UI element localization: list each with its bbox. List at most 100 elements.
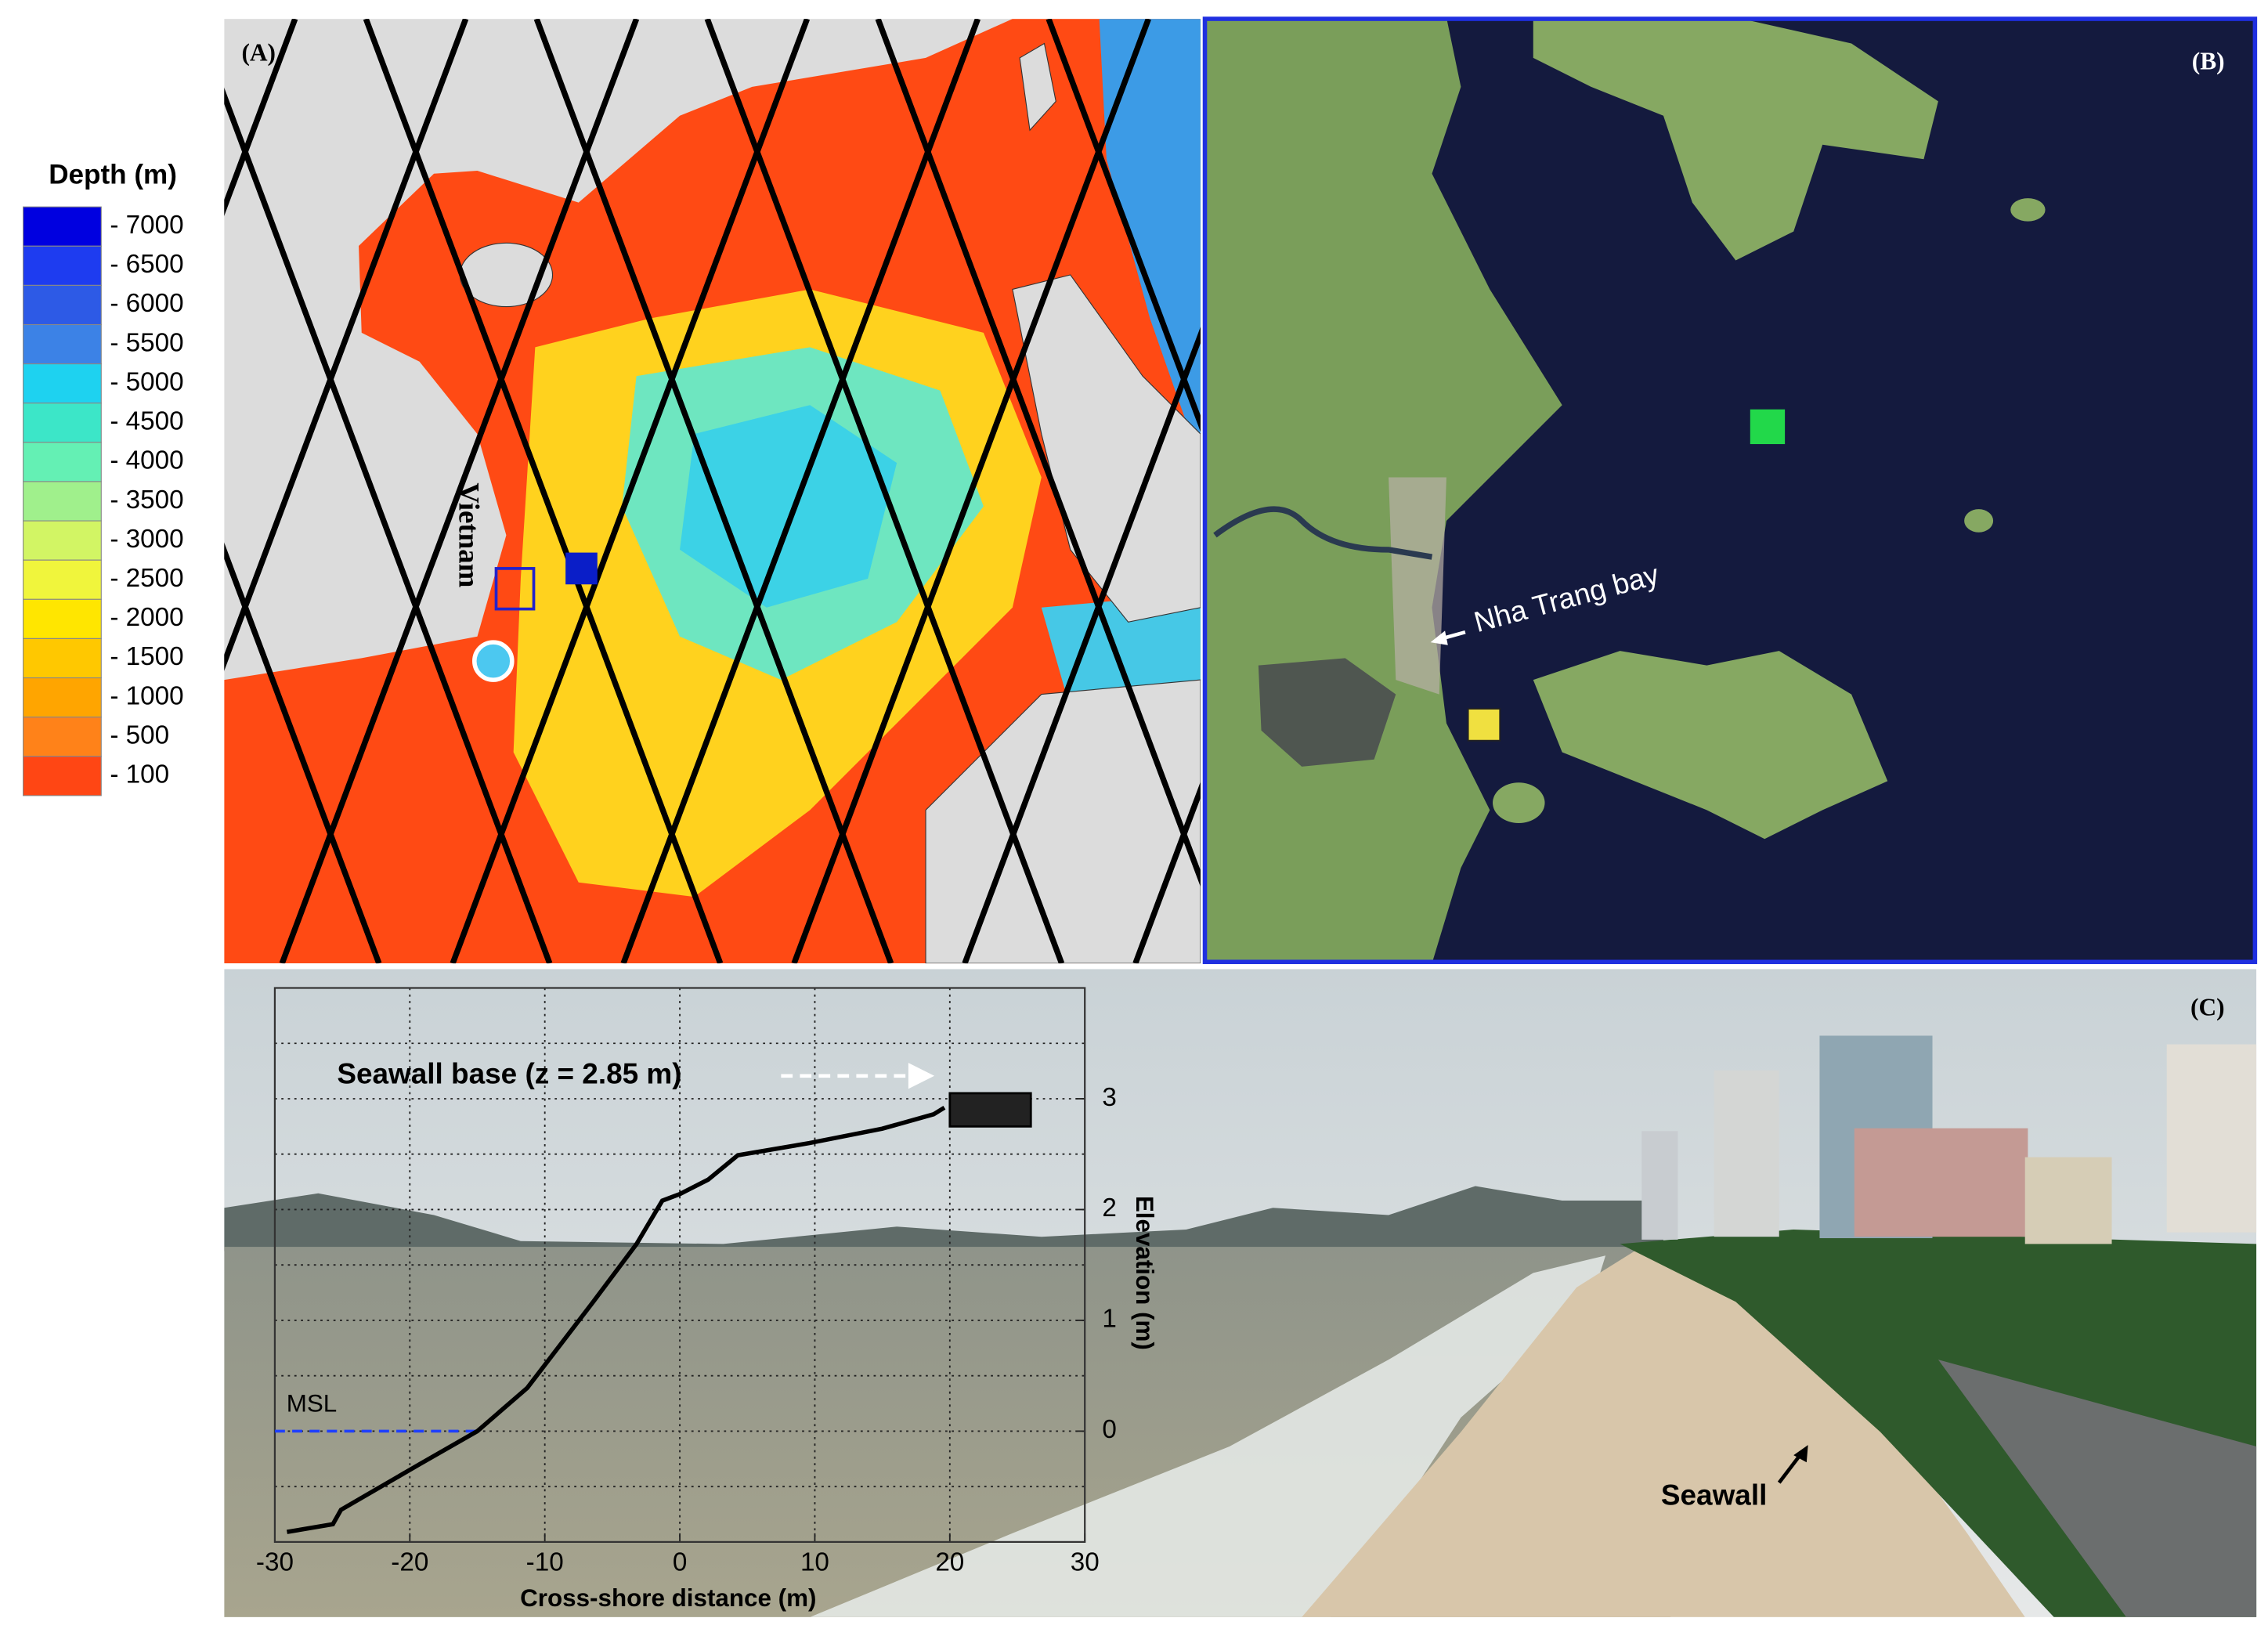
y-tick-label: 2 [1102,1194,1116,1222]
arrow-head [1430,630,1448,645]
track [224,19,298,216]
track [224,19,469,671]
legend-label: - 100 [110,760,169,789]
legend-label: - 4500 [110,407,183,436]
track [224,542,382,964]
x-tick-label: -30 [256,1548,294,1576]
track [224,88,553,964]
island [1493,782,1545,823]
legend-swatch [22,206,102,247]
legend-label: - 6500 [110,250,183,279]
hills [224,1186,1663,1251]
road [1938,1360,2257,1617]
x-tick-label: -20 [391,1548,428,1576]
building [1641,1131,1678,1240]
y-tick-label: 0 [1102,1415,1116,1444]
station-marker [1467,708,1501,742]
panel-c: Seawall (C) [224,969,2257,1617]
legend-swatch [22,403,102,443]
annotation: Seawall base (z = 2.85 m) [337,1058,681,1090]
panel-label: (C) [2190,993,2225,1020]
track [363,19,724,964]
x-axis-label: Cross-shore distance (m) [520,1584,816,1612]
legend-swatch [22,520,102,561]
site-box [494,567,536,611]
legend-label: - 3000 [110,525,183,554]
track [962,327,1201,964]
legend-swatch [22,363,102,404]
legend-swatch [22,245,102,286]
river [1213,506,1433,560]
legend-label: - 2500 [110,564,183,593]
legend-swatch [22,481,102,522]
annotation: Seawall [1661,1479,1767,1511]
legend-swatch [22,677,102,718]
x-tick-label: 20 [935,1548,964,1576]
panel-border [1202,16,2258,965]
legend-label: - 1000 [110,681,183,710]
track [1132,782,1201,964]
building [1714,1070,1779,1237]
y-axis-label: Elevation (m) [1131,1196,1158,1350]
annotation-arrow-head [908,1063,935,1089]
deep-basin [680,405,897,608]
legend-label: - 6000 [110,289,183,318]
msl-label: MSL [287,1389,338,1417]
x-tick-label: -10 [526,1548,564,1576]
beach [1302,1251,2025,1617]
x-tick-label: 30 [1071,1548,1100,1576]
station-marker [1750,409,1786,445]
legend-swatch [22,598,102,639]
track [1046,19,1201,432]
building [1854,1128,2028,1237]
track [533,19,894,964]
legend-title: Depth (m) [49,160,177,190]
island [1533,651,1888,840]
island [2010,198,2046,222]
legend-swatch [22,559,102,600]
city [1389,477,1446,695]
track [791,19,1151,964]
track [875,19,1201,887]
legend-label: - 1500 [110,642,183,671]
seawall [948,1092,1032,1128]
peninsula [1533,17,1938,261]
station-marker [472,640,515,682]
surf [810,1255,1606,1617]
track [704,19,1065,964]
panel-a: Vietnam (A) [224,19,1201,964]
station-marker [565,552,598,585]
legend-label: - 4000 [110,446,183,475]
legend-label: - 5500 [110,328,183,357]
track [279,19,640,964]
legend-label: - 5000 [110,367,183,396]
legend-swatch [22,284,102,326]
panel-label: (A) [241,38,276,66]
country-label: Vietnam [453,482,485,587]
island [1964,509,1994,533]
y-tick-label: 3 [1102,1083,1116,1112]
building [2166,1044,2257,1233]
legend-label: - 2000 [110,603,183,632]
legend-label: - 500 [110,720,169,749]
profile-line [286,1105,946,1534]
panel-label: (B) [2192,48,2225,75]
taiwan [1019,42,1056,132]
x-tick-label: 10 [800,1548,829,1576]
legend-swatch [22,756,102,796]
legend-swatch [22,717,102,757]
satellite-tracks [224,19,1201,964]
legend-label: - 3500 [110,486,183,515]
legend-swatch [22,442,102,482]
profile-chart: 0 1 2 3 -30 -20 -10 0 10 20 30 Cross-shore distance… [256,987,1158,1612]
track [450,19,811,964]
panel-b: Nha Trang bay (B) [1203,17,2257,964]
track [620,19,981,964]
legend-swatch [22,323,102,365]
legend-label: - 7000 [110,211,183,240]
building [2024,1157,2112,1244]
urban-area [1258,658,1396,767]
depth-legend: Depth (m) - 7000 - 6500 - 6000 - 5500 - 5000… [22,160,184,796]
y-tick-label: 1 [1102,1305,1116,1334]
